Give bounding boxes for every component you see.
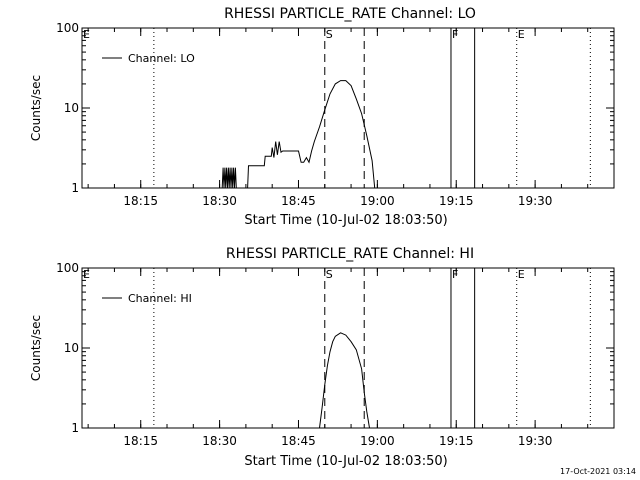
- x-tick-label: 19:15: [439, 194, 474, 208]
- x-axis-label: Start Time (10-Jul-02 18:03:50): [244, 454, 447, 469]
- chart-title: RHESSI PARTICLE_RATE Channel: HI: [226, 246, 474, 262]
- legend: Channel: HI: [102, 292, 192, 305]
- legend-entry: Channel: LO: [128, 52, 195, 65]
- legend: Channel: LO: [102, 52, 195, 65]
- x-tick-label: 18:30: [202, 434, 237, 448]
- x-tick-label: 18:45: [281, 434, 316, 448]
- y-tick-label: 1: [71, 181, 79, 195]
- time-marker-label: S: [326, 28, 333, 41]
- x-tick-label: 18:15: [123, 194, 158, 208]
- x-tick-label: 18:45: [281, 194, 316, 208]
- y-tick-label: 1: [71, 421, 79, 435]
- x-tick-label: 18:30: [202, 194, 237, 208]
- y-axis-label: Counts/sec: [29, 75, 43, 141]
- series-line: [319, 332, 370, 429]
- data-series: [221, 80, 376, 189]
- time-marker-label: F: [452, 268, 458, 281]
- generation-timestamp: 17-Oct-2021 03:14: [560, 467, 636, 476]
- y-tick-label: 10: [64, 101, 79, 115]
- time-marker-label: E: [83, 28, 90, 41]
- time-marker-label: E: [518, 268, 525, 281]
- y-tick-label: 100: [56, 21, 79, 35]
- x-tick-label: 19:00: [360, 194, 395, 208]
- axis-ticks: 1 10 100 18:15 18:30 18:45 19:00 19:15 19:30: [56, 21, 615, 208]
- y-tick-label: 100: [56, 261, 79, 275]
- chart-title: RHESSI PARTICLE_RATE Channel: LO: [224, 6, 476, 22]
- x-axis-label: Start Time (10-Jul-02 18:03:50): [244, 213, 447, 228]
- axis-ticks: 1 10 100 18:15 18:30 18:45 19:00 19:15 19:30: [56, 261, 615, 448]
- time-marker-label: S: [326, 268, 333, 281]
- x-tick-label: 19:30: [518, 434, 553, 448]
- time-marker-label: F: [452, 28, 458, 41]
- time-marker-label: E: [83, 268, 90, 281]
- y-tick-label: 10: [64, 341, 79, 355]
- series-line: [221, 80, 376, 189]
- x-tick-label: 19:00: [360, 434, 395, 448]
- y-axis-label: Counts/sec: [29, 315, 43, 381]
- x-tick-label: 19:15: [439, 434, 474, 448]
- data-series: [319, 332, 370, 429]
- legend-entry: Channel: HI: [128, 292, 192, 305]
- x-tick-label: 18:15: [123, 434, 158, 448]
- x-tick-label: 19:30: [518, 194, 553, 208]
- time-marker-label: E: [518, 28, 525, 41]
